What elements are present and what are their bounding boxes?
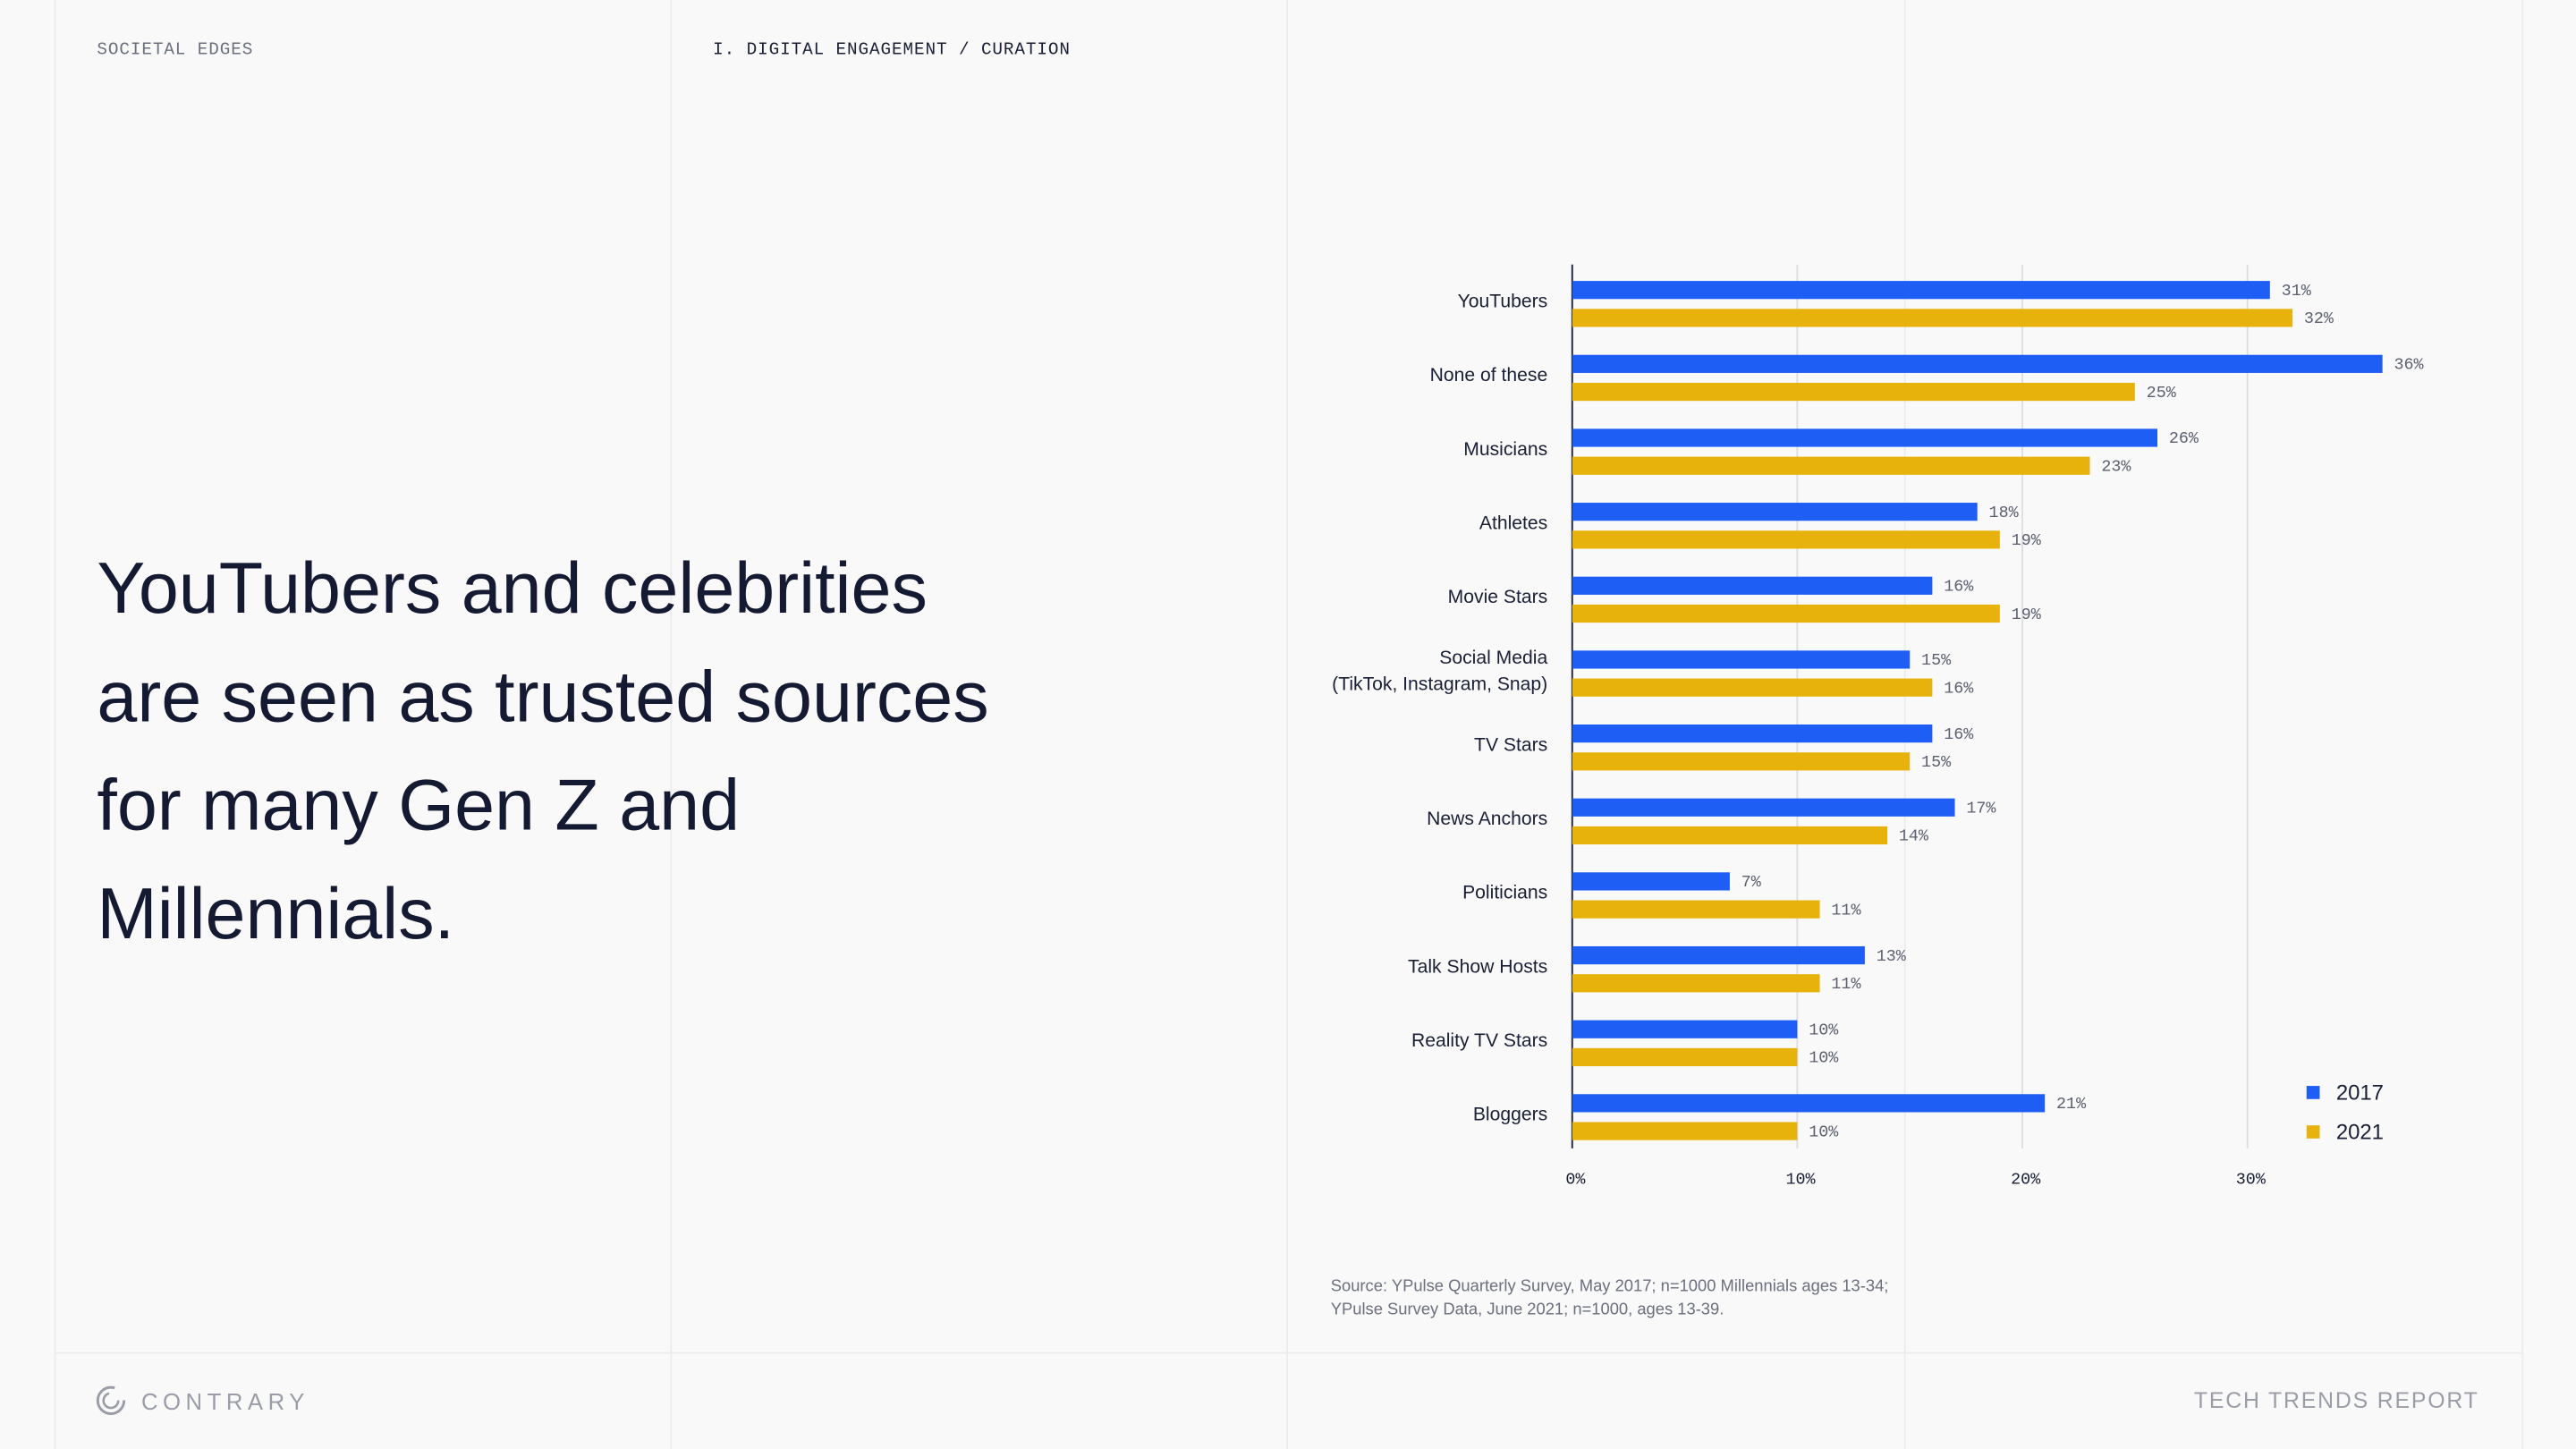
y-tick-label: Social Media (TikTok, Instagram, Snap)	[1332, 648, 1548, 695]
y-tick-label: Movie Stars	[1447, 588, 1548, 608]
value-label: 15%	[1921, 753, 1952, 772]
bar	[1572, 382, 2135, 402]
chapter-label: I. DIGITAL ENGAGEMENT / CURATION	[713, 40, 1071, 61]
value-label: 21%	[2056, 1095, 2087, 1114]
bar	[1572, 456, 2090, 475]
value-label: 19%	[2012, 606, 2042, 624]
value-label: 11%	[1831, 901, 1861, 919]
value-label: 10%	[1809, 1021, 1839, 1039]
bar	[1572, 752, 1911, 771]
bar	[1572, 1094, 2046, 1113]
value-label: 19%	[2012, 531, 2042, 550]
column-rule	[1286, 0, 1289, 1449]
y-tick-label: None of these	[1429, 366, 1548, 386]
value-label: 16%	[1944, 679, 1974, 698]
value-label: 32%	[2304, 309, 2334, 328]
bar	[1572, 604, 2000, 623]
value-label: 31%	[2282, 282, 2312, 301]
x-tick-label: 10%	[1786, 1171, 1817, 1190]
bar	[1572, 798, 1955, 817]
column-rule	[54, 0, 56, 1449]
y-tick-label: Athletes	[1479, 513, 1548, 534]
value-label: 10%	[1809, 1123, 1839, 1141]
bar	[1572, 900, 1820, 919]
bar	[1572, 724, 1933, 743]
footer-rule	[54, 1352, 2522, 1354]
value-label: 25%	[2147, 384, 2177, 402]
bar	[1572, 309, 2292, 327]
source-line: YPulse Survey Data, June 2021; n=1000, a…	[1330, 1301, 1724, 1319]
bar	[1572, 1020, 1798, 1038]
value-label: 26%	[2169, 429, 2199, 448]
bar	[1572, 354, 2383, 373]
x-tick-label: 0%	[1565, 1171, 1586, 1190]
value-label: 10%	[1809, 1049, 1839, 1068]
bar	[1572, 945, 1865, 965]
bar	[1572, 576, 1933, 595]
bar	[1572, 530, 2000, 549]
y-tick-label: Musicians	[1463, 440, 1548, 461]
brand-name: CONTRARY	[140, 1388, 309, 1415]
bar	[1572, 1122, 1798, 1140]
y-tick-label: News Anchors	[1427, 809, 1548, 830]
x-tick-label: 20%	[2011, 1171, 2041, 1190]
y-tick-label: Talk Show Hosts	[1408, 957, 1548, 978]
x-tick-label: 30%	[2236, 1171, 2267, 1190]
value-label: 36%	[2394, 356, 2424, 375]
bar	[1572, 281, 2270, 300]
value-label: 7%	[1741, 873, 1762, 892]
bar	[1572, 1047, 1798, 1067]
value-label: 13%	[1877, 947, 1907, 966]
value-label: 14%	[1899, 827, 1929, 846]
value-label: 16%	[1944, 725, 1974, 744]
bar	[1572, 428, 2158, 447]
report-name: TECH TRENDS REPORT	[2193, 1388, 2479, 1413]
y-tick-label: Reality TV Stars	[1411, 1031, 1548, 1052]
legend-label: 2021	[2336, 1121, 2384, 1145]
column-rule	[2521, 0, 2524, 1449]
headline: YouTubers and celebrities are seen as tr…	[97, 548, 989, 955]
value-label: 18%	[1989, 504, 2020, 522]
bar	[1572, 826, 1888, 845]
bar	[1572, 650, 1911, 669]
value-label: 23%	[2101, 457, 2131, 476]
legend-swatch	[2306, 1086, 2320, 1099]
bar	[1572, 678, 1933, 697]
legend-label: 2017	[2336, 1081, 2384, 1106]
bar	[1572, 503, 1978, 521]
value-label: 17%	[1966, 800, 1996, 818]
brand-logo	[96, 1385, 126, 1415]
bar	[1572, 872, 1730, 891]
legend-swatch	[2306, 1125, 2320, 1139]
column-rule	[1903, 0, 1906, 1449]
bar	[1572, 974, 1820, 993]
column-rule	[670, 0, 673, 1449]
value-label: 11%	[1831, 975, 1861, 994]
value-label: 15%	[1921, 651, 1952, 670]
y-tick-label: TV Stars	[1474, 735, 1548, 756]
y-tick-label: YouTubers	[1457, 292, 1548, 312]
y-tick-label: Bloggers	[1472, 1106, 1548, 1126]
value-label: 16%	[1944, 578, 1974, 597]
section-label: SOCIETAL EDGES	[97, 40, 254, 61]
source-line: Source: YPulse Quarterly Survey, May 201…	[1330, 1277, 1889, 1297]
y-tick-label: Politicians	[1462, 884, 1548, 904]
